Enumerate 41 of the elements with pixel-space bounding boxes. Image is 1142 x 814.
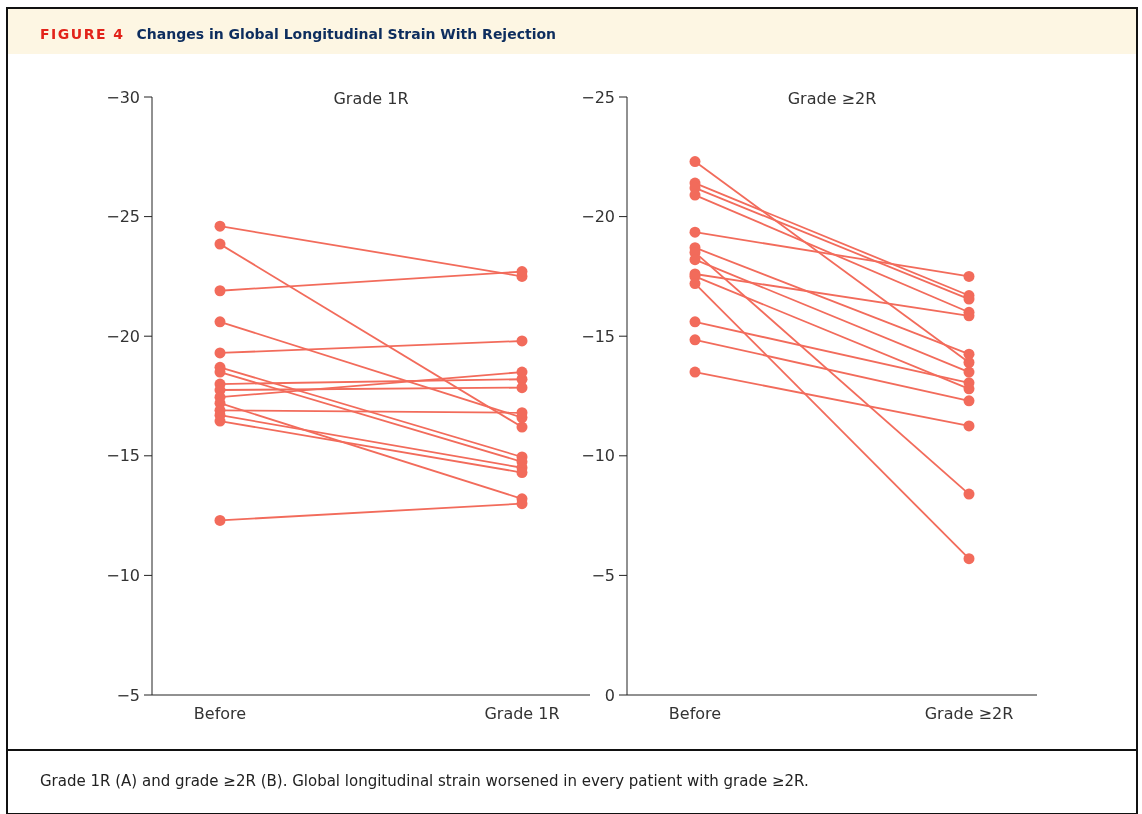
chart-title: Grade ≥2R bbox=[787, 89, 877, 108]
point bbox=[689, 366, 701, 378]
point bbox=[963, 395, 975, 407]
point bbox=[214, 347, 226, 359]
y-tick-label: −15 bbox=[106, 446, 140, 466]
y-tick-label: −10 bbox=[581, 446, 615, 466]
x-tick-label: Before bbox=[668, 704, 722, 723]
y-tick-label: −20 bbox=[106, 326, 140, 346]
y-tick-label: −10 bbox=[106, 566, 140, 585]
y-tick-label: −15 bbox=[581, 326, 615, 346]
text: Grade 1R (A) and grade ≥2R (B). Global longitudinal strain worsened in every patient with grade ≥2R. bbox=[40, 772, 809, 790]
y-tick-label: 0 bbox=[604, 685, 615, 705]
point bbox=[516, 382, 528, 394]
x-tick-label: Grade ≥2R bbox=[924, 704, 1014, 723]
x-tick-label: Before bbox=[193, 704, 247, 723]
point bbox=[963, 553, 975, 565]
point bbox=[689, 156, 701, 168]
y-tick-label: −5 bbox=[591, 566, 615, 585]
point bbox=[214, 238, 226, 250]
y-tick-label: −25 bbox=[106, 207, 140, 227]
point bbox=[516, 335, 528, 347]
y-tick-label: −30 bbox=[106, 87, 140, 107]
point bbox=[689, 316, 701, 328]
point bbox=[214, 285, 226, 297]
point bbox=[689, 226, 701, 238]
text: Changes in Global Longitudinal Strain With Rejection bbox=[136, 26, 557, 42]
point bbox=[963, 270, 975, 282]
point bbox=[214, 514, 226, 526]
y-tick-label: −20 bbox=[581, 207, 615, 227]
y-tick-label: −25 bbox=[581, 87, 615, 107]
chart-title: Grade 1R bbox=[333, 89, 409, 108]
point bbox=[214, 220, 226, 232]
point bbox=[963, 488, 975, 500]
caption: FIGURE 4 bbox=[40, 26, 125, 42]
point bbox=[963, 420, 975, 432]
y-tick-label: −5 bbox=[116, 685, 140, 705]
point bbox=[214, 316, 226, 328]
x-tick-label: Grade 1R bbox=[484, 704, 560, 723]
point bbox=[963, 348, 975, 360]
point bbox=[689, 334, 701, 346]
point bbox=[963, 366, 975, 378]
